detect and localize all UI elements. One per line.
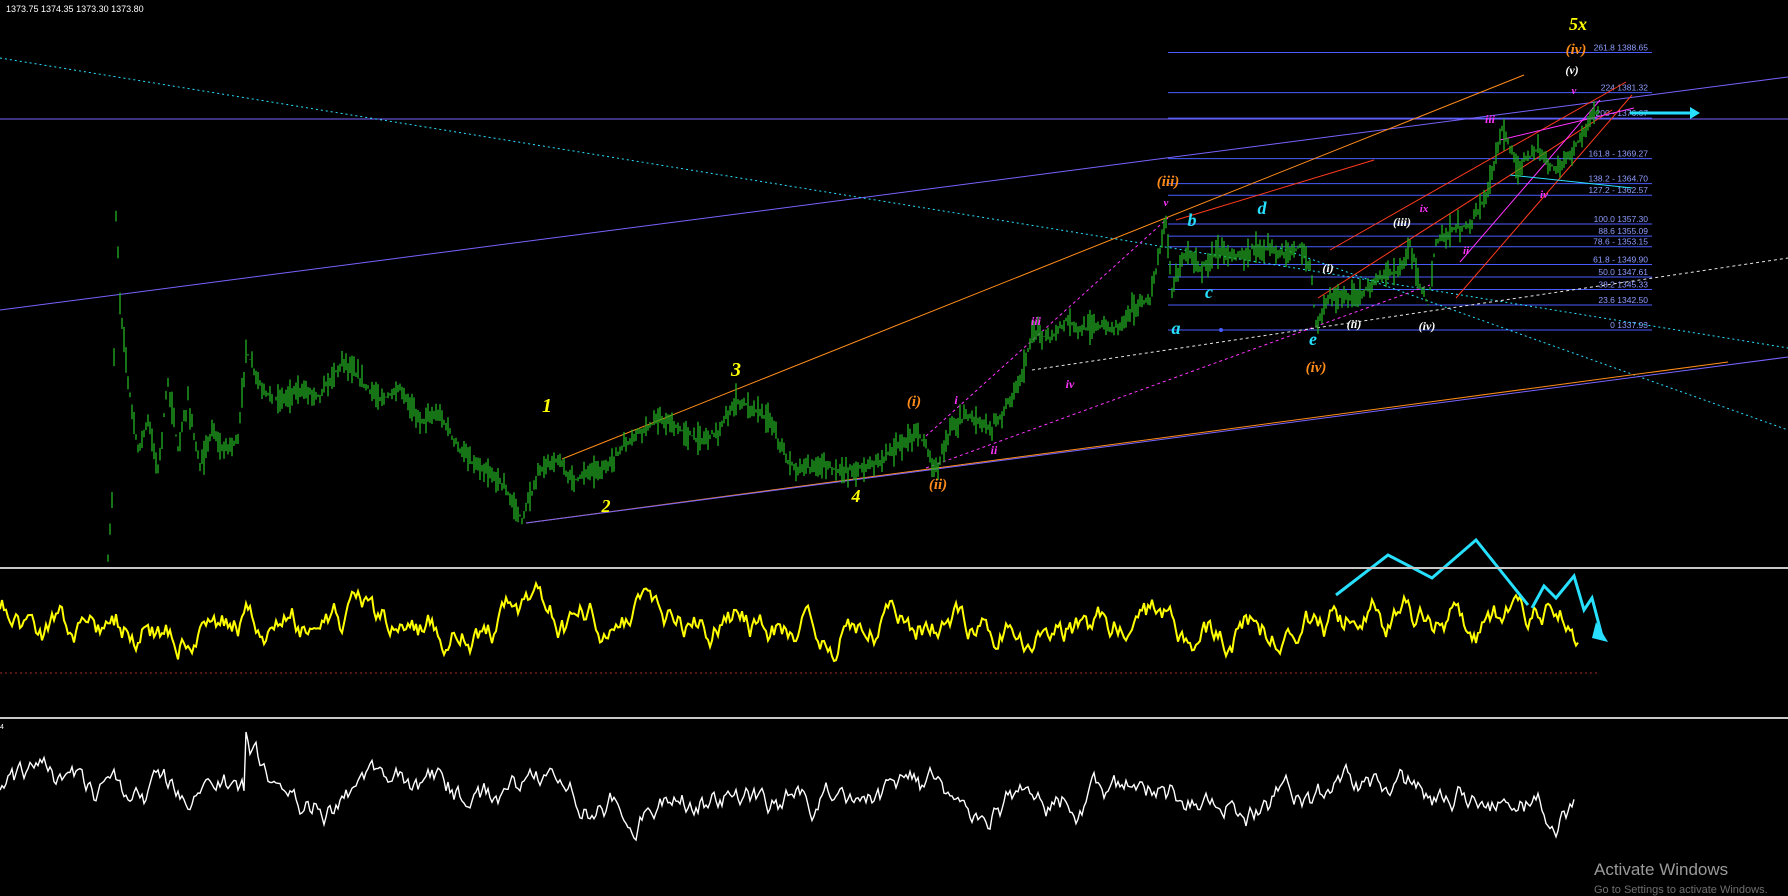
wave-label-19: ix xyxy=(1420,203,1429,215)
cyan-dotted-line-1 xyxy=(0,57,1788,349)
wave-label-20: a xyxy=(1172,318,1181,338)
fib-label-4: 138.2 - 1364.70 xyxy=(1588,174,1648,184)
wave-label-3: 4 xyxy=(851,486,861,506)
fib-label-12: 23.6 1342.50 xyxy=(1598,295,1648,305)
wave-label-0: 1 xyxy=(542,395,552,417)
wave-label-24: e xyxy=(1309,329,1317,349)
wave-label-11: ii xyxy=(991,443,998,457)
wave-label-4: 5x xyxy=(1569,14,1587,34)
fib-label-7: 88.6 1355.09 xyxy=(1598,226,1648,236)
wave-label-15: ii xyxy=(1463,245,1470,257)
wave-label-29: (v) xyxy=(1565,63,1578,77)
red-channel-4 xyxy=(1175,159,1375,221)
fib-label-5: 127.2 - 1362.57 xyxy=(1588,185,1648,195)
trend-lines xyxy=(0,57,1788,524)
indicator-corner-digit: 4 xyxy=(0,724,4,731)
magenta-dotted-1 xyxy=(925,217,1169,437)
wave-label-26: (ii) xyxy=(1347,317,1362,331)
fib-label-0: 261.8 1388.65 xyxy=(1594,43,1649,53)
fibonacci-levels: 261.8 1388.65 224 1381.32 200 - 1376.67 161… xyxy=(0,43,1788,331)
wave-label-10: i xyxy=(954,393,958,407)
wave-label-16: iii xyxy=(1485,112,1496,126)
orange-channel-top xyxy=(561,74,1525,460)
oscillator-1-line xyxy=(0,580,1579,663)
red-channel-1 xyxy=(1317,109,1613,299)
panel-separator-1[interactable] xyxy=(0,567,1788,569)
wave-label-28: (iv) xyxy=(1419,319,1436,333)
oscillator-projection-arrow xyxy=(1335,537,1530,606)
purple-trendline-upper xyxy=(0,76,1788,311)
cyan-dotted-line-2 xyxy=(1279,247,1788,431)
fib-label-11: 38.2 1345.33 xyxy=(1598,280,1648,290)
price-series xyxy=(107,101,1599,562)
oscillator-1-series xyxy=(0,580,1600,674)
wave-label-12: iii xyxy=(1031,314,1042,328)
price-arrow-head xyxy=(1690,107,1700,119)
activate-windows-subtitle: Go to Settings to activate Windows. xyxy=(1594,884,1768,896)
wave-label-18: v xyxy=(1572,85,1577,97)
fib-label-6: 100.0 1357.30 xyxy=(1594,214,1649,224)
wave-label-6: (ii) xyxy=(929,477,947,493)
wave-label-27: (iii) xyxy=(1393,215,1411,229)
fib-label-10: 50.0 1347.61 xyxy=(1598,267,1648,277)
marker-dot xyxy=(1219,328,1223,332)
oscillator-projection-arrow-2 xyxy=(1530,572,1604,637)
wave-label-1: 2 xyxy=(601,496,611,516)
oscillator-2-series xyxy=(0,731,1575,842)
wave-label-25: (i) xyxy=(1322,261,1333,275)
fib-label-3: 161.8 - 1369.27 xyxy=(1588,149,1648,159)
wave-label-5: (i) xyxy=(907,394,921,410)
magenta-channel-1 xyxy=(1459,99,1601,263)
fib-label-2: 200 - 1376.67 xyxy=(1596,108,1649,118)
white-dotted-line xyxy=(1031,257,1788,371)
wave-labels: 12345x(i)(ii)(iii)(iv)(iv)iiiiiiivviiiii… xyxy=(542,14,1587,516)
activate-windows-title: Activate Windows xyxy=(1594,860,1729,879)
fib-label-1: 224 1381.32 xyxy=(1601,83,1649,93)
purple-baseline xyxy=(525,356,1788,524)
wave-label-2: 3 xyxy=(730,359,741,381)
oscillator-2-line xyxy=(0,731,1575,842)
cyan-short-line xyxy=(1509,174,1633,189)
wave-label-23: d xyxy=(1258,198,1268,218)
wave-label-21: b xyxy=(1188,210,1197,230)
red-channel-3 xyxy=(1455,94,1633,299)
fib-label-13: 0 1337.93 xyxy=(1610,320,1648,330)
wave-label-22: c xyxy=(1205,282,1213,302)
wave-label-7: (iii) xyxy=(1157,174,1180,190)
wave-label-13: iv xyxy=(1066,377,1075,391)
wave-label-8: (iv) xyxy=(1306,360,1327,376)
fib-label-8: 78.6 - 1353.15 xyxy=(1593,237,1648,247)
fib-label-9: 61.8 - 1349.90 xyxy=(1593,255,1648,265)
red-channel-2 xyxy=(1329,81,1627,251)
wave-label-17: iv xyxy=(1540,189,1548,201)
magenta-channel-2 xyxy=(1499,107,1635,141)
arrow-head xyxy=(1592,622,1608,642)
ohlc-readout: 1373.75 1374.35 1373.30 1373.80 xyxy=(6,4,144,14)
magenta-dotted-2 xyxy=(925,284,1431,469)
panel-separator-2[interactable] xyxy=(0,717,1788,719)
wave-label-14: v xyxy=(1164,197,1169,209)
wave-label-9: (iv) xyxy=(1566,42,1587,58)
